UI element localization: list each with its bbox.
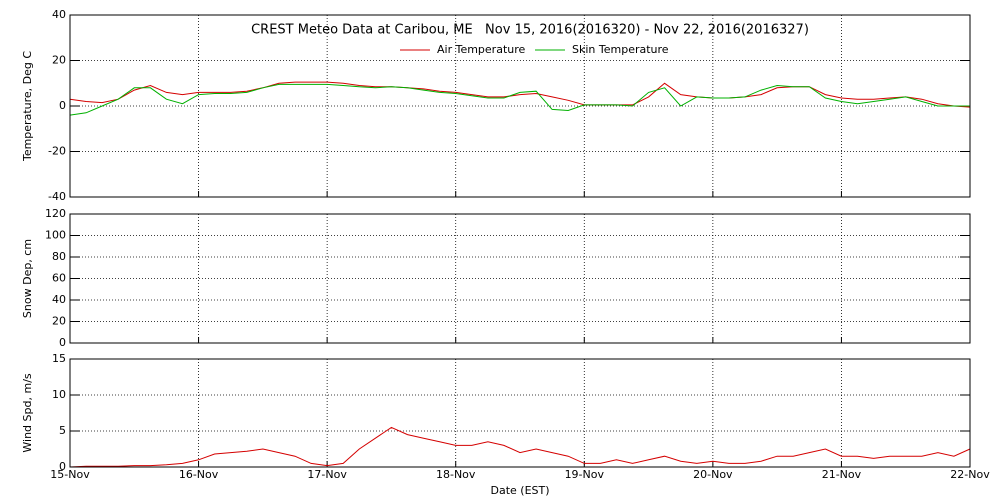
y-tick-label: 15 (52, 352, 66, 365)
y-axis-label: Snow Dep, cm (21, 239, 34, 318)
y-tick-label: -40 (48, 190, 66, 203)
chart-title: CREST Meteo Data at Caribou, ME Nov 15, … (251, 23, 809, 38)
y-axis-label: Temperature, Deg C (21, 51, 34, 162)
y-tick-label: 20 (52, 315, 66, 328)
data-line (69, 83, 970, 116)
legend-label: Skin Temperature (572, 43, 669, 56)
x-tick-label: 16-Nov (179, 468, 219, 481)
plot-frame (69, 358, 971, 468)
x-tick-label: 17-Nov (307, 468, 347, 481)
y-tick-label: 0 (59, 460, 66, 473)
plot-frame (69, 213, 971, 344)
y-tick-label: 120 (45, 207, 66, 220)
y-tick-label: 40 (52, 8, 66, 21)
y-tick-label: -20 (48, 145, 66, 158)
y-tick-label: 10 (52, 388, 66, 401)
y-axis-label: Wind Spd, m/s (21, 373, 34, 453)
y-tick-label: 40 (52, 293, 66, 306)
data-line (69, 426, 971, 468)
plot-frame (69, 14, 971, 198)
y-tick-label: 0 (59, 336, 66, 349)
x-tick-label: 19-Nov (565, 468, 605, 481)
x-tick-label: 21-Nov (822, 468, 862, 481)
x-axis-label: Date (EST) (490, 484, 549, 497)
y-tick-label: 80 (52, 250, 66, 263)
x-tick-label: 15-Nov (50, 468, 90, 481)
legend-label: Air Temperature (437, 43, 526, 56)
y-tick-label: 5 (59, 424, 66, 437)
y-tick-label: 0 (59, 99, 66, 112)
y-tick-label: 60 (52, 272, 66, 285)
x-tick-label: 20-Nov (693, 468, 733, 481)
data-line (69, 81, 971, 108)
y-tick-label: 20 (52, 54, 66, 67)
x-tick-label: 18-Nov (436, 468, 476, 481)
x-tick-label: 22-Nov (950, 468, 990, 481)
y-tick-label: 100 (45, 229, 66, 242)
